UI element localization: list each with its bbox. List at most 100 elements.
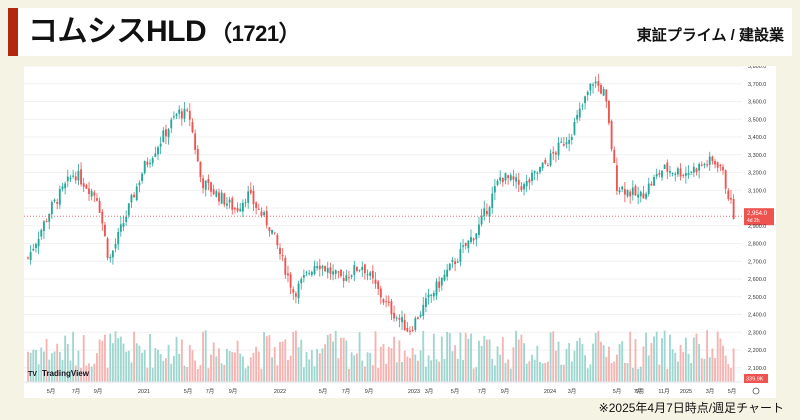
candle-body	[507, 175, 510, 179]
candle-body	[353, 264, 356, 275]
volume-bar	[300, 339, 303, 382]
candle-body	[435, 281, 438, 296]
candle-body	[438, 281, 441, 288]
volume-bar	[80, 368, 82, 382]
candle-body	[695, 168, 698, 173]
candle-body	[276, 235, 279, 246]
y-tick-label: 3,400.0	[748, 135, 766, 141]
candle-body	[104, 224, 106, 237]
candle-body	[401, 317, 403, 323]
volume-bar	[536, 345, 539, 382]
volume-bar	[602, 345, 605, 382]
volume-bar	[180, 339, 183, 382]
candle-body	[27, 257, 29, 259]
volume-bar	[159, 354, 162, 382]
volume-bar	[483, 335, 486, 382]
x-tick-label: 7月	[72, 388, 81, 395]
candle-body	[61, 186, 64, 190]
y-tick-label: 2,100.0	[748, 366, 766, 372]
volume-bar	[202, 331, 205, 382]
volume-bar	[557, 341, 560, 382]
candle-body	[533, 171, 536, 173]
candle-body	[159, 143, 162, 147]
volume-bar	[199, 365, 202, 382]
volume-bar	[576, 340, 579, 382]
volume-bar	[289, 355, 292, 382]
volume-bar	[525, 363, 528, 382]
candle-body	[600, 85, 602, 94]
candle-body	[257, 208, 260, 210]
volume-bar	[223, 365, 226, 382]
candle-body	[157, 147, 159, 155]
volume-bar	[552, 331, 555, 382]
candle-body	[602, 89, 605, 96]
candle-body	[578, 108, 581, 118]
volume-bar	[706, 330, 709, 382]
candle-body	[202, 178, 205, 189]
candle-body	[117, 231, 120, 245]
x-tick-label: 9月	[365, 388, 374, 395]
candle-body	[687, 172, 690, 175]
candle-body	[552, 151, 555, 154]
volume-bar	[454, 345, 457, 382]
candle-body	[493, 186, 496, 193]
volume-bar	[111, 343, 114, 382]
volume-bar	[74, 365, 77, 382]
x-tick-label: 5月	[47, 388, 56, 395]
volume-bar	[279, 341, 281, 382]
volume-bar	[260, 368, 263, 382]
volume-bar	[117, 338, 120, 382]
volume-bar	[162, 360, 165, 382]
candle-body	[674, 173, 677, 175]
volume-bar	[462, 359, 464, 382]
volume-bar	[676, 361, 679, 382]
candle-body	[212, 189, 215, 195]
y-tick-label: 3,500.0	[748, 117, 766, 123]
volume-bar	[695, 333, 698, 382]
candle-body	[204, 180, 207, 190]
volume-bar	[623, 362, 626, 382]
volume-bar	[509, 368, 512, 382]
candle-body	[252, 190, 255, 205]
candle-body	[324, 266, 327, 272]
candle-body	[406, 327, 409, 332]
volume-bar	[626, 363, 629, 382]
candle-body	[318, 265, 321, 270]
candle-body	[96, 198, 98, 201]
volume-bar	[547, 361, 549, 382]
volume-bar	[215, 356, 218, 382]
x-tick-label: 9月	[229, 388, 238, 395]
candle-body	[499, 177, 502, 181]
candle-body	[417, 317, 419, 320]
candle-body	[101, 211, 104, 224]
volume-bar	[236, 340, 239, 382]
volume-bar	[122, 343, 125, 382]
volume-bar	[618, 344, 621, 382]
candle-body	[528, 179, 531, 183]
x-tick-label: 2025	[680, 389, 692, 395]
candle-body	[133, 194, 136, 198]
y-tick-label: 3,100.0	[748, 188, 766, 194]
candle-body	[655, 174, 658, 177]
volume-bar	[562, 364, 565, 382]
volume-bar	[631, 367, 634, 382]
volume-bar	[157, 349, 159, 382]
volume-bar	[316, 349, 319, 382]
candle-body	[305, 271, 308, 273]
last-price-label: 2,954.0	[747, 211, 768, 217]
candle-body	[661, 170, 663, 178]
volume-bar	[210, 354, 212, 382]
volume-bar	[409, 358, 411, 382]
candle-body	[501, 177, 504, 183]
volume-bar	[669, 334, 671, 382]
candle-body	[419, 314, 422, 317]
volume-bar	[613, 361, 616, 382]
candle-body	[671, 172, 674, 174]
candle-body	[475, 233, 478, 240]
candle-body	[363, 264, 366, 274]
volume-bar	[419, 350, 422, 382]
candle-body	[58, 188, 61, 205]
candle-body	[708, 156, 711, 165]
candle-body	[536, 172, 539, 174]
x-tick-label: 5月	[184, 388, 193, 395]
